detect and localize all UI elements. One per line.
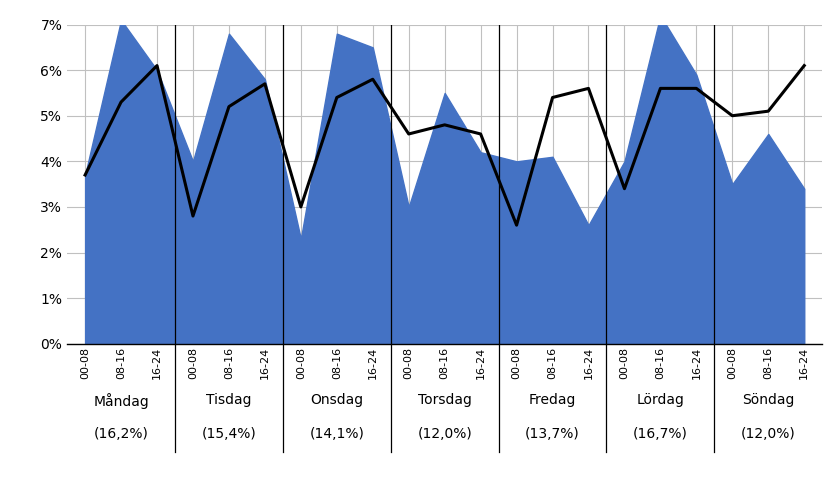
Text: (16,7%): (16,7%): [633, 427, 688, 441]
Text: (12,0%): (12,0%): [741, 427, 795, 441]
Text: Torsdag: Torsdag: [418, 393, 472, 407]
Text: (15,4%): (15,4%): [201, 427, 256, 441]
Text: Tisdag: Tisdag: [206, 393, 252, 407]
Text: Fredag: Fredag: [529, 393, 576, 407]
Text: Onsdag: Onsdag: [310, 393, 363, 407]
Text: (16,2%): (16,2%): [94, 427, 149, 441]
Text: Söndag: Söndag: [743, 393, 795, 407]
Text: (13,7%): (13,7%): [525, 427, 580, 441]
Text: Lördag: Lördag: [637, 393, 685, 407]
Text: (14,1%): (14,1%): [310, 427, 364, 441]
Text: Måndag: Måndag: [93, 393, 149, 409]
Text: (12,0%): (12,0%): [417, 427, 472, 441]
